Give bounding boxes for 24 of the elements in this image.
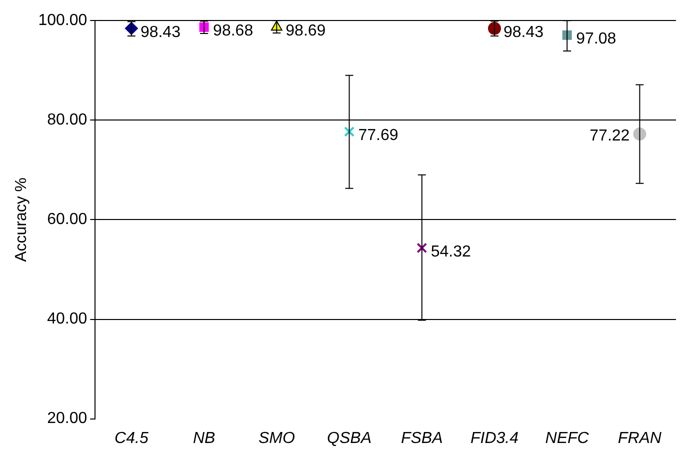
x-tick-label: QSBA	[327, 430, 372, 447]
y-tick-label: 80.00	[47, 112, 88, 129]
data-label: 97.08	[576, 30, 616, 48]
y-tick-label: 100.00	[38, 12, 88, 30]
x-tick-label: FID3.4	[470, 430, 519, 447]
point	[416, 242, 428, 254]
x-tick-label: C4.5	[114, 430, 148, 447]
x-tick-label: FRAN	[618, 430, 662, 447]
x-tick-label: SMO	[258, 430, 295, 447]
point	[344, 126, 355, 137]
data-label: 98.68	[213, 22, 254, 40]
y-tick-label: 60.00	[47, 211, 88, 228]
data-label: 98.43	[140, 24, 181, 41]
data-label: 77.69	[358, 127, 398, 144]
x-tick-label: FSBA	[400, 430, 443, 447]
data-label: 98.43	[503, 24, 544, 41]
data-label: 98.69	[286, 22, 326, 40]
y-tick-label: 20.00	[47, 410, 88, 428]
x-tick-label: NEFC	[545, 430, 590, 447]
y-tick-label: 40.00	[47, 310, 88, 328]
y-axis-title: Accuracy %	[13, 177, 30, 262]
data-label: 54.32	[430, 243, 472, 260]
x-tick-label: NB	[192, 430, 216, 447]
data-label: 77.22	[590, 127, 630, 144]
